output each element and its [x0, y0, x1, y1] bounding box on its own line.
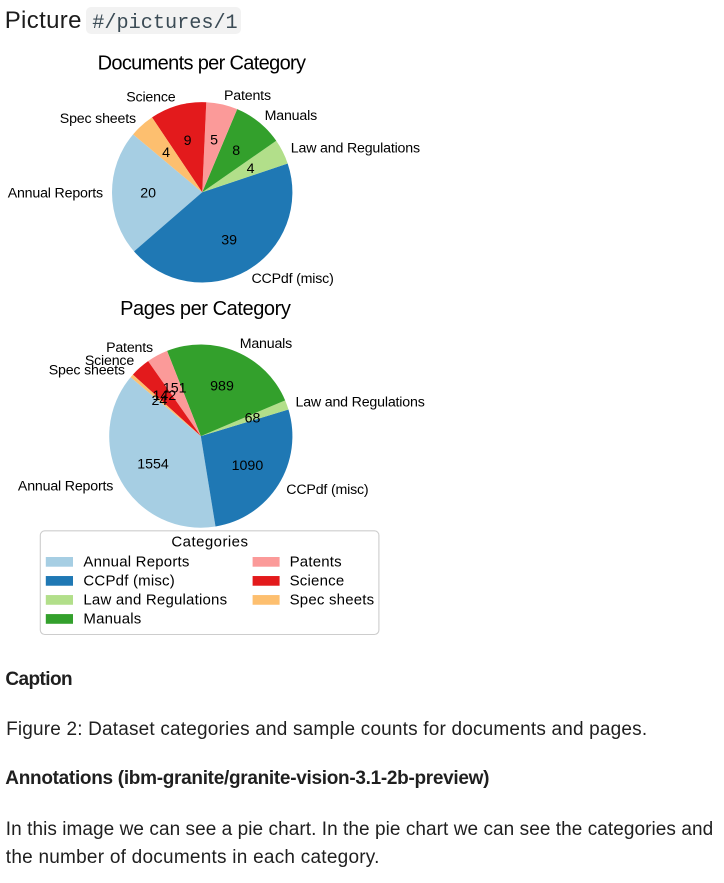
- svg-text:Spec sheets: Spec sheets: [49, 363, 125, 379]
- svg-text:Manuals: Manuals: [83, 611, 141, 628]
- svg-text:142: 142: [153, 388, 177, 404]
- svg-text:Science: Science: [85, 353, 135, 369]
- svg-text:4: 4: [162, 145, 170, 161]
- svg-text:Science: Science: [290, 573, 345, 590]
- svg-text:68: 68: [245, 410, 261, 426]
- svg-text:1090: 1090: [232, 458, 264, 474]
- svg-text:20: 20: [140, 186, 156, 202]
- svg-text:Annual Reports: Annual Reports: [18, 479, 113, 495]
- svg-text:Pages per Category: Pages per Category: [120, 298, 291, 320]
- svg-text:Documents per Category: Documents per Category: [98, 53, 306, 75]
- svg-text:Science: Science: [126, 89, 176, 105]
- svg-text:CCPdf (misc): CCPdf (misc): [83, 573, 175, 590]
- svg-text:Spec sheets: Spec sheets: [60, 111, 136, 127]
- svg-text:5: 5: [210, 133, 218, 149]
- svg-text:Patents: Patents: [106, 340, 153, 356]
- svg-text:Patents: Patents: [224, 88, 271, 104]
- svg-text:Patents: Patents: [290, 554, 342, 571]
- svg-text:4: 4: [247, 161, 255, 177]
- svg-text:CCPdf (misc): CCPdf (misc): [251, 271, 333, 287]
- svg-text:Manuals: Manuals: [265, 108, 317, 124]
- svg-text:Law and Regulations: Law and Regulations: [83, 592, 227, 609]
- svg-text:Manuals: Manuals: [240, 336, 292, 352]
- svg-text:989: 989: [210, 378, 234, 394]
- svg-text:Law and Regulations: Law and Regulations: [291, 140, 420, 156]
- svg-text:Spec sheets: Spec sheets: [290, 592, 375, 609]
- svg-text:1554: 1554: [137, 456, 169, 472]
- svg-text:151: 151: [163, 381, 187, 397]
- svg-text:Annual Reports: Annual Reports: [83, 554, 189, 571]
- svg-text:Categories: Categories: [171, 534, 248, 551]
- svg-text:Law and Regulations: Law and Regulations: [296, 394, 425, 410]
- svg-text:Annual Reports: Annual Reports: [8, 186, 103, 202]
- svg-text:CCPdf (misc): CCPdf (misc): [286, 482, 368, 498]
- svg-text:9: 9: [184, 133, 192, 149]
- svg-text:24: 24: [151, 393, 167, 409]
- svg-text:39: 39: [221, 232, 237, 248]
- svg-text:8: 8: [232, 143, 240, 159]
